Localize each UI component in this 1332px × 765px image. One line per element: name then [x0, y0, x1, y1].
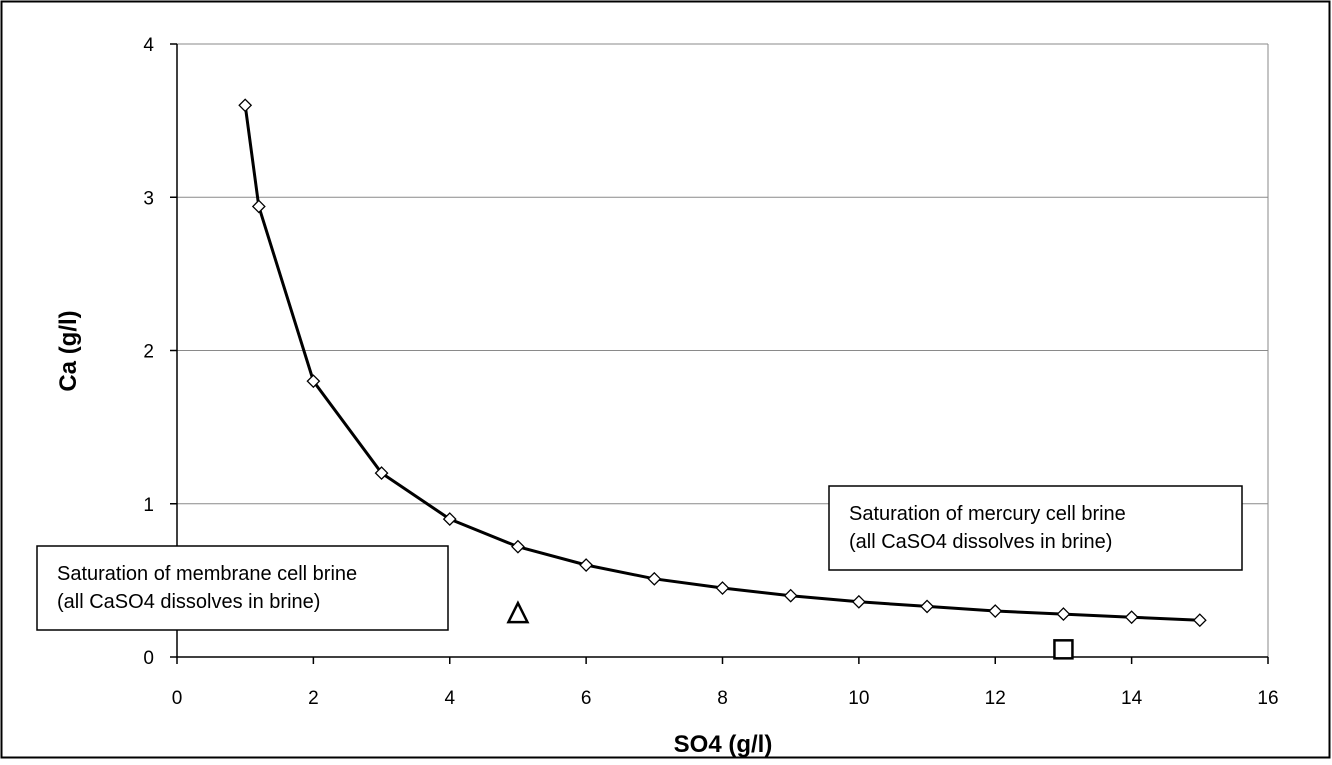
y-axis-title: Ca (g/l) [55, 310, 82, 391]
annotation-text-membrane-1: (all CaSO4 dissolves in brine) [57, 591, 320, 613]
x-tick-label-1: 2 [308, 688, 319, 709]
square-marker [1053, 639, 1074, 660]
data-point [647, 571, 662, 586]
y-tick-label-3: 3 [143, 188, 154, 209]
x-axis-title: SO4 (g/l) [674, 731, 773, 758]
triangle-marker [506, 600, 530, 624]
x-tick-label-5: 10 [848, 688, 869, 709]
x-tick-label-6: 12 [985, 688, 1006, 709]
x-tick-label-0: 0 [172, 688, 183, 709]
annotation-text-membrane-0: Saturation of membrane cell brine [57, 563, 357, 585]
data-point [851, 594, 866, 609]
annotation-text-mercury-1: (all CaSO4 dissolves in brine) [849, 531, 1112, 553]
points-layer [506, 600, 1074, 660]
y-tick-label-2: 2 [143, 342, 154, 363]
y-tick-label-0: 0 [143, 648, 154, 669]
annotations-layer: Saturation of membrane cell brine (all Ca… [36, 485, 1243, 631]
annotation-box-mercury [828, 485, 1243, 571]
x-tick-label-7: 14 [1121, 688, 1143, 709]
annotation-box-membrane [36, 545, 449, 631]
data-point [511, 539, 525, 554]
data-point [306, 374, 321, 389]
data-point [1192, 613, 1207, 628]
x-tick-label-2: 4 [444, 688, 455, 709]
data-point [442, 512, 457, 526]
data-point [238, 98, 253, 113]
data-point [374, 466, 389, 481]
data-point [1124, 610, 1139, 625]
x-tick-label-3: 6 [581, 688, 592, 709]
data-point [579, 558, 594, 572]
annotation-mercury: Saturation of mercury cell brine (all CaS… [828, 485, 1243, 571]
data-point [1056, 607, 1071, 622]
series-layer [238, 98, 1207, 628]
x-tick-label-4: 8 [717, 688, 728, 709]
data-point [783, 588, 798, 603]
annotation-text-mercury-0: Saturation of mercury cell brine [849, 503, 1126, 525]
y-tick-label-1: 1 [143, 495, 154, 516]
data-point [920, 599, 934, 614]
data-point [251, 199, 266, 214]
data-point [988, 604, 1003, 618]
data-point [715, 581, 730, 595]
y-tick-label-4: 4 [143, 35, 154, 56]
series-line-0 [243, 105, 1200, 622]
x-tick-label-8: 16 [1257, 688, 1278, 709]
annotation-membrane: Saturation of membrane cell brine (all Ca… [36, 545, 449, 631]
